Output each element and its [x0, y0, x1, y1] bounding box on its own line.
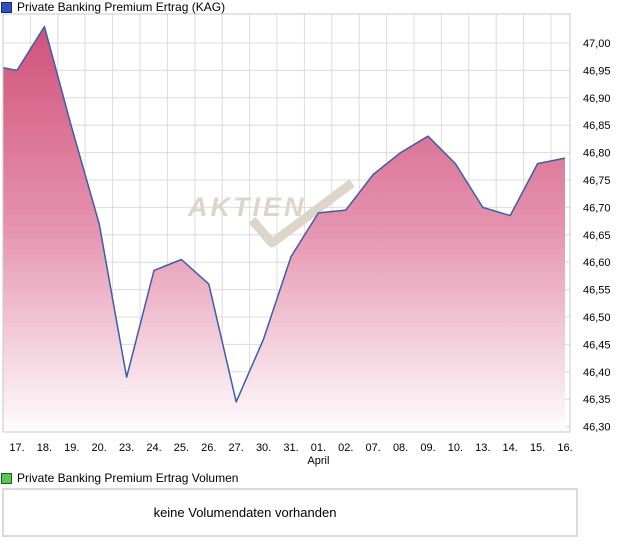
price-chart: AKTIEN 47,00 46,95 46,90 46,85 46,80 46,75 46,…: [2, 13, 611, 467]
x-tick-label: 17.: [9, 442, 24, 454]
x-tick-label: 18.: [37, 442, 52, 454]
x-tick-label: 31.: [283, 442, 298, 454]
price-series-icon: [1, 1, 12, 13]
x-tick-label: 25.: [174, 442, 189, 454]
watermark: AKTIEN: [187, 179, 355, 248]
x-axis-labels: 17. 18. 19. 20. 23. 24. 25. 26. 27. 30. 31. 01. 02. 0…: [9, 442, 572, 467]
y-tick-label: 46,75: [583, 175, 611, 187]
volume-series-label: Private Banking Premium Ertrag Volumen: [17, 471, 239, 485]
volume-series-legend: Private Banking Premium Ertrag Volumen: [1, 471, 238, 485]
y-tick-label: 47,00: [583, 38, 611, 50]
volume-series-icon: [1, 472, 12, 484]
x-tick-label: 07.: [366, 442, 381, 454]
y-tick-label: 46,50: [583, 312, 611, 324]
no-volume-data-box: keine Volumendaten vorhanden: [2, 488, 578, 537]
x-tick-label: 08.: [393, 442, 408, 454]
y-tick-label: 46,80: [583, 148, 611, 160]
x-tick-label: 09.: [420, 442, 435, 454]
x-tick-label: 27.: [229, 442, 244, 454]
price-area-fill: [3, 26, 565, 432]
y-tick-label: 46,95: [583, 65, 611, 77]
x-tick-label: 15.: [530, 442, 545, 454]
y-tick-label: 46,85: [583, 120, 611, 132]
x-tick-label: 24.: [146, 442, 161, 454]
price-series-legend: Private Banking Premium Ertrag (KAG): [1, 0, 225, 14]
y-tick-label: 46,65: [583, 230, 611, 242]
price-line: [2, 25, 566, 403]
x-tick-label: 02.: [338, 442, 353, 454]
x-tick-label: 10.: [448, 442, 463, 454]
x-tick-label: 20.: [92, 442, 107, 454]
watermark-text: AKTIEN: [187, 192, 307, 222]
price-line-path: [2, 25, 566, 403]
plot-border-line: [2, 13, 571, 433]
y-tick-label: 46,90: [583, 93, 611, 105]
y-tick-label: 46,30: [583, 422, 611, 434]
y-tick-label: 46,55: [583, 285, 611, 297]
price-series-label: Private Banking Premium Ertrag (KAG): [17, 0, 226, 14]
y-tick-label: 46,70: [583, 202, 611, 214]
x-tick-label: 16.: [557, 442, 572, 454]
plot-border: [2, 13, 571, 433]
y-axis-labels: 47,00 46,95 46,90 46,85 46,80 46,75 46,70 46,65…: [583, 38, 611, 434]
area-fill-shape: [3, 26, 565, 432]
no-volume-message: keine Volumendaten vorhanden: [153, 505, 337, 520]
watermark-checkmark-icon: [248, 179, 355, 248]
y-tick-label: 46,45: [583, 339, 611, 351]
x-tick-label: 01.: [311, 442, 326, 454]
y-tick-label: 46,35: [583, 394, 611, 406]
y-tick-label: 46,40: [583, 367, 611, 379]
x-tick-label: 19.: [64, 442, 79, 454]
x-tick-label: 14.: [503, 442, 518, 454]
x-tick-label: 30.: [256, 442, 271, 454]
x-tick-label: 13.: [475, 442, 490, 454]
x-tick-label: 26.: [201, 442, 216, 454]
month-label: April: [307, 455, 329, 467]
x-tick-label: 23.: [119, 442, 134, 454]
y-tick-label: 46,60: [583, 257, 611, 269]
